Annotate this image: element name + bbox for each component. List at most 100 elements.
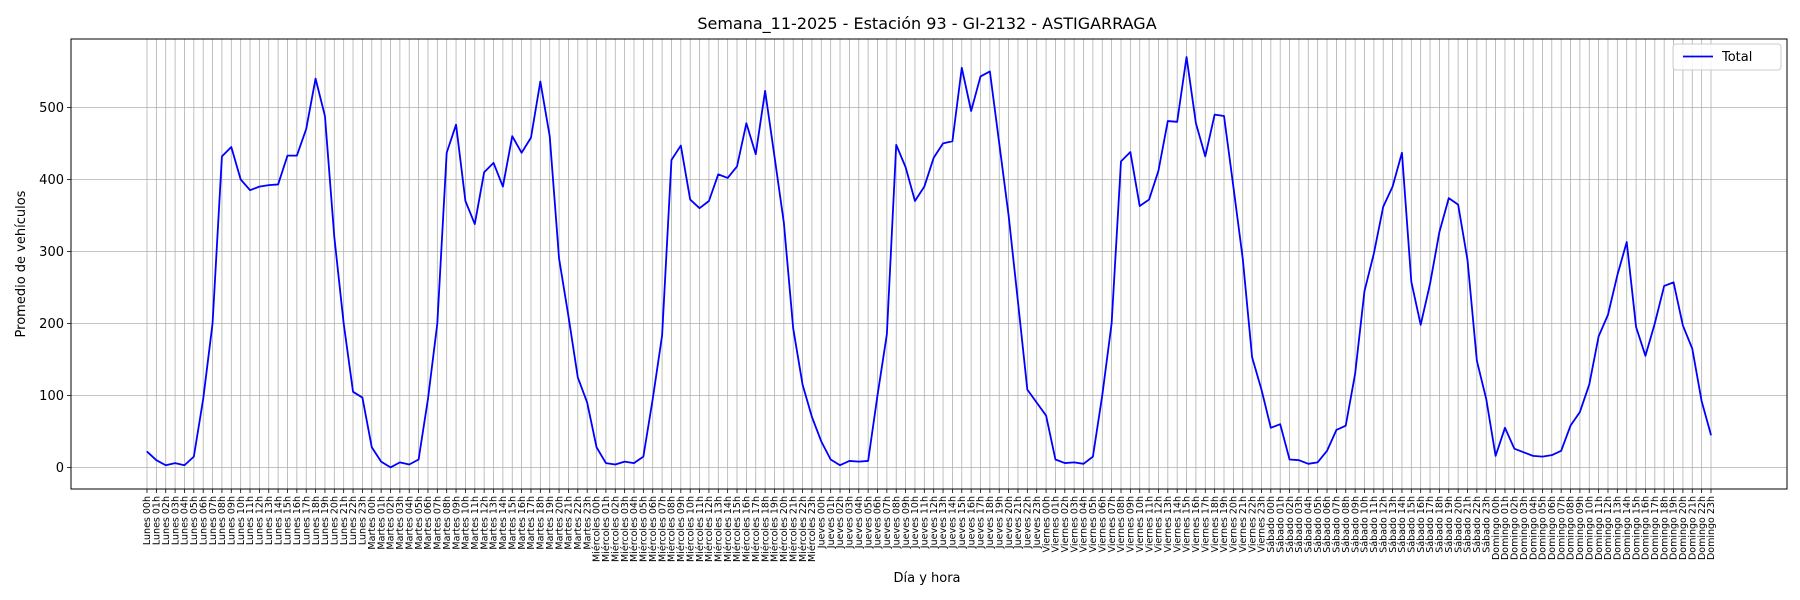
x-tick-label: Lunes 01h [152,496,163,545]
x-tick-label: Domingo 10h [1584,496,1595,560]
data-point [586,402,588,404]
x-tick-label: Sábado 13h [1388,496,1399,553]
x-tick-label: Lunes 05h [189,496,200,545]
x-tick-label: Jueves 17h [976,496,987,549]
data-point [858,461,860,463]
x-tick-label: Viernes 04h [1079,496,1090,552]
data-point [1382,206,1384,208]
data-point [689,198,691,201]
data-point [1279,423,1281,425]
data-point [333,236,335,238]
x-tick-label: Martes 02h [386,496,397,550]
data-point [521,152,523,154]
x-tick-label: Sábado 00h [1266,496,1277,553]
data-point [698,207,701,209]
x-tick-label: Miércoles 05h [639,496,650,562]
data-point [876,394,879,396]
x-tick-label: Jueves 16h [966,496,977,549]
x-tick-label: Lunes 23h [358,496,369,545]
data-point [1504,427,1506,429]
data-point [727,177,729,179]
x-tick-label: Domingo 15h [1631,496,1642,560]
data-point [708,200,710,202]
series-group [146,56,1712,469]
legend-label-total: Total [1721,50,1752,65]
data-point [764,90,766,92]
data-point [268,184,270,186]
data-point [961,67,963,69]
x-tick-label: Miércoles 22h [798,496,809,562]
data-point [436,322,438,324]
data-point [1560,450,1562,452]
data-point [483,171,485,173]
data-point [1120,160,1122,162]
data-point [1513,448,1515,450]
x-tick-label: Miércoles 08h [667,496,678,562]
data-point [249,189,251,191]
data-point [221,155,223,157]
data-point [1354,373,1356,375]
x-tick-label: Jueves 11h [920,496,931,549]
data-point [455,124,457,126]
data-point [1672,281,1675,283]
x-tick-label: Miércoles 15h [732,496,743,562]
x-tick-label: Miércoles 20h [779,496,790,562]
x-tick-label: Viernes 21h [1238,496,1249,552]
x-tick-label: Jueves 07h [882,496,893,549]
data-point [165,464,167,466]
data-point [1157,170,1160,172]
x-tick-label: Viernes 22h [1247,496,1258,552]
x-tick-label: Viernes 00h [1041,496,1052,552]
data-point [642,456,644,458]
data-point [1288,458,1291,461]
data-point [839,464,841,466]
x-tick-label: Miércoles 23h [807,496,818,562]
x-tick-label: Martes 07h [433,496,444,550]
x-tick-label: Jueves 23h [1032,496,1043,549]
y-axis: 0 100 200 300 400 500 [39,101,71,476]
x-tick-label: Miércoles 10h [685,496,696,562]
data-point [1036,402,1038,404]
data-point [614,463,616,466]
x-tick-label: Lunes 21h [339,496,350,545]
x-tick-label: Domingo 08h [1566,496,1577,560]
data-point [624,461,626,463]
x-tick-label: Sábado 03h [1294,496,1305,553]
x-tick-label: Viernes 01h [1051,496,1062,552]
data-point [1429,283,1431,285]
x-tick-label: Viernes 09h [1126,496,1137,552]
data-point [1139,205,1141,207]
x-tick-label: Martes 20h [554,496,565,550]
data-point [1298,459,1300,461]
x-tick-label: Sábado 21h [1463,496,1474,553]
x-tick-label: Miércoles 13h [713,496,724,562]
data-point [1569,425,1572,427]
chart-title: Semana_11-2025 - Estación 93 - GI-2132 -… [697,14,1156,34]
x-tick-label: Miércoles 12h [704,496,715,562]
data-point [1326,450,1328,452]
data-point [389,466,392,468]
x-tick-label: Martes 23h [582,496,593,550]
data-point [1307,463,1309,465]
legend-frame [1672,43,1782,71]
data-point [595,446,598,448]
x-tick-label: Viernes 13h [1163,496,1174,552]
data-point [343,322,345,324]
x-tick-label: Lunes 11h [245,496,256,545]
data-point [1663,285,1665,287]
data-point [1644,355,1647,357]
data-point [1523,451,1525,453]
data-point [155,459,157,461]
data-point [230,146,232,148]
data-point [1167,120,1169,122]
x-tick-label: Martes 16h [517,496,528,550]
x-tick-label: Martes 19h [545,496,556,550]
data-point [1457,204,1459,206]
data-point [240,178,242,180]
x-tick-label: Lunes 16h [292,496,303,545]
x-tick-label: Miércoles 17h [751,496,762,562]
data-point [417,458,420,461]
x-tick-label: Domingo 04h [1528,496,1539,560]
data-point [1251,356,1253,358]
x-tick-label: Sábado 06h [1322,496,1333,553]
